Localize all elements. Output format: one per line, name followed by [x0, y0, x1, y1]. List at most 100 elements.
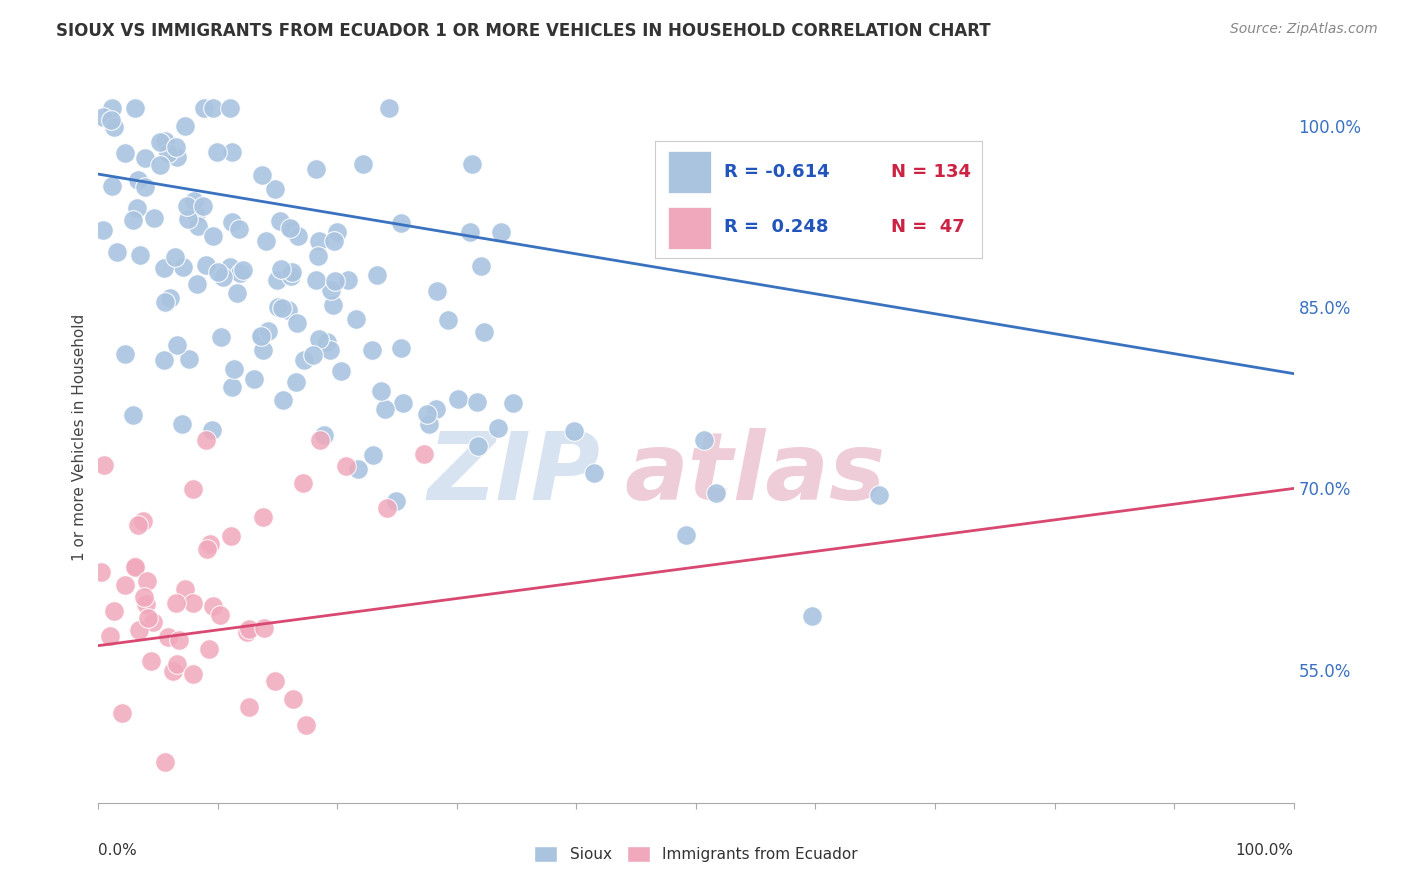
Point: [301, 348, 323, 362]
Point: [472, 325, 495, 339]
Point: [194, 433, 217, 447]
Point: [135, 598, 157, 612]
Point: [183, 596, 205, 610]
Point: [292, 353, 315, 368]
Point: [264, 182, 287, 196]
Point: [243, 372, 266, 386]
Point: [305, 273, 328, 287]
Point: [675, 528, 697, 542]
Point: [103, 120, 125, 134]
Point: [269, 214, 291, 228]
Text: R =  0.248: R = 0.248: [724, 218, 828, 235]
Point: [166, 140, 188, 154]
Point: [221, 380, 243, 394]
Point: [166, 657, 188, 671]
Point: [177, 212, 200, 227]
Point: [100, 179, 122, 194]
Text: N = 134: N = 134: [890, 162, 970, 181]
Point: [124, 559, 146, 574]
Text: 100.0%: 100.0%: [1236, 843, 1294, 858]
Point: [704, 485, 727, 500]
Point: [172, 260, 194, 275]
Point: [250, 329, 273, 343]
Point: [267, 300, 290, 314]
Point: [198, 536, 221, 550]
Point: [191, 199, 214, 213]
Point: [236, 624, 259, 639]
Bar: [668, 207, 711, 249]
Point: [281, 265, 304, 279]
Point: [374, 402, 396, 417]
Point: [209, 329, 232, 343]
Point: [155, 294, 177, 309]
Point: [447, 392, 470, 407]
Point: [489, 225, 512, 239]
Point: [136, 611, 159, 625]
Point: [219, 529, 242, 543]
Point: [141, 654, 163, 668]
Point: [801, 609, 824, 624]
Point: [389, 341, 412, 355]
Point: [426, 284, 449, 298]
Point: [437, 313, 460, 327]
Point: [238, 622, 260, 636]
Point: [366, 268, 388, 282]
Point: [90, 565, 112, 579]
Point: [292, 475, 315, 490]
Point: [416, 407, 439, 421]
Point: [232, 263, 254, 277]
Point: [143, 211, 166, 225]
Point: [122, 212, 145, 227]
Point: [460, 225, 482, 239]
Point: [389, 216, 412, 230]
Text: R = -0.614: R = -0.614: [724, 162, 830, 181]
Point: [156, 146, 179, 161]
Point: [207, 145, 229, 159]
Point: [502, 396, 524, 410]
Point: [132, 514, 155, 528]
Point: [352, 157, 374, 171]
Point: [425, 401, 447, 416]
Point: [271, 392, 294, 407]
Point: [162, 664, 184, 678]
Point: [128, 518, 150, 533]
Point: [98, 629, 121, 643]
Point: [228, 266, 250, 280]
Point: [868, 488, 890, 502]
Point: [266, 273, 288, 287]
Point: [91, 222, 114, 236]
Point: [125, 201, 148, 215]
Point: [155, 134, 177, 148]
Point: [159, 291, 181, 305]
Point: [166, 338, 188, 352]
Point: [225, 285, 247, 300]
Point: [280, 269, 302, 284]
Point: [308, 234, 330, 248]
Point: [281, 692, 304, 706]
Point: [201, 423, 224, 437]
Point: [179, 352, 201, 367]
Point: [326, 226, 349, 240]
Point: [93, 458, 115, 473]
Point: [228, 222, 250, 236]
Point: [370, 384, 392, 399]
Point: [195, 542, 218, 557]
Point: [136, 574, 159, 588]
Point: [149, 158, 172, 172]
Point: [165, 596, 187, 610]
Point: [323, 235, 346, 249]
Point: [111, 706, 134, 720]
Point: [124, 101, 146, 115]
Text: N =  47: N = 47: [890, 218, 965, 235]
Point: [363, 448, 385, 462]
Point: [264, 673, 287, 688]
Point: [285, 316, 308, 330]
Point: [271, 301, 294, 315]
Point: [121, 409, 143, 423]
Point: [193, 101, 215, 115]
Point: [323, 274, 346, 288]
Point: [202, 228, 225, 243]
Point: [114, 578, 136, 592]
Point: [378, 101, 401, 115]
Point: [127, 172, 149, 186]
